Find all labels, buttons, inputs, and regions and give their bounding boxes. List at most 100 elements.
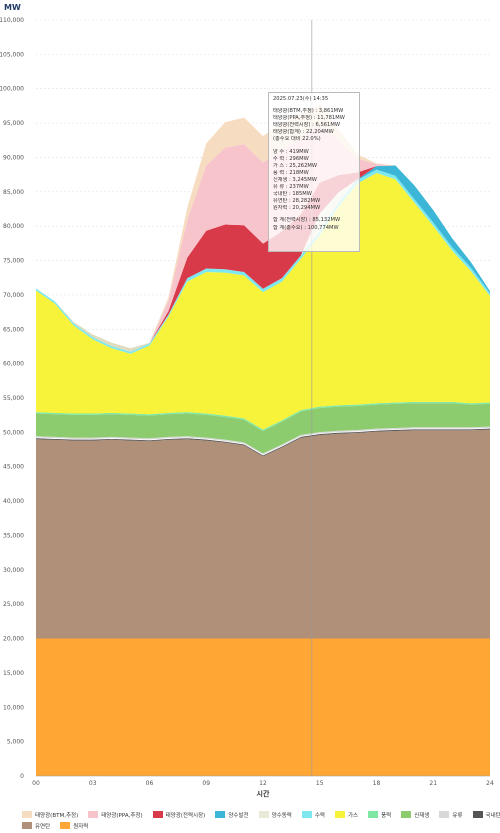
legend-swatch: [472, 811, 483, 818]
x-axis-title: 시간: [257, 789, 270, 798]
chart-canvas: MW 시간 0 5,000 10,000 15,000 20,000 25,000 30,0…: [0, 3, 494, 798]
y-tick-label: 60,000: [3, 361, 24, 368]
legend-row: 태양광(BTM,추정) 태양광(PPA,추정) 태양광(전력시장) 양수발전 양수동력 수…: [22, 809, 500, 820]
legend-swatch: [22, 811, 32, 818]
legend-row: 유연탄 원자력: [22, 820, 492, 831]
x-tick-label: 18: [373, 780, 381, 787]
legend-swatch: [152, 811, 163, 818]
y-tick-label: 105,000: [0, 51, 24, 58]
y-tick-label: 40,000: [3, 498, 24, 505]
legend-swatch: [439, 811, 450, 818]
legend-label: 원자력: [73, 823, 89, 830]
area-series: [35, 104, 491, 776]
x-tick-label: 09: [202, 780, 210, 787]
x-tick-label: 00: [32, 780, 40, 787]
area-series-태양광(BTM,추정): [36, 104, 490, 352]
tooltip-line: 태양광(합계) : 22,204MW: [273, 129, 334, 136]
area-series-유연탄: [36, 429, 490, 639]
tooltip-totals-group: 합 계(전력시장) : 85,132MW 합 계(총수요) : 100,774MW: [273, 217, 355, 231]
y-tick-label: 35,000: [3, 532, 24, 539]
y-tick-label: 25,000: [3, 601, 24, 608]
y-tick-label: 55,000: [3, 395, 24, 402]
x-tick-label: 15: [316, 780, 324, 787]
y-tick-label: 20,000: [3, 636, 24, 643]
legend-label: 풍력: [381, 812, 392, 819]
tooltip-line: 원자력 : 20,294MW: [273, 205, 321, 212]
chart-legend: 태양광(BTM,추정) 태양광(PPA,추정) 태양광(전력시장) 양수발전 양수동력 수…: [22, 809, 500, 831]
tooltip-line: 합 계(총수요) : 100,774MW: [273, 224, 339, 231]
y-tick-label: 30,000: [3, 567, 24, 574]
coal-top-line: [35, 427, 491, 456]
tooltip-line: 태양광(PPA,추정) : 11,781MW: [273, 115, 345, 122]
tooltip-solar-group: 태양광(BTM,추정) : 3,861MW 태양광(PPA,추정) : 11,78…: [273, 108, 355, 143]
legend-swatch: [88, 811, 99, 818]
legend-item[interactable]: 신재생: [401, 811, 429, 819]
legend-swatch: [368, 811, 379, 818]
legend-item[interactable]: 태양광(전력시장): [152, 811, 206, 819]
legend-label: 유류: [452, 812, 463, 819]
legend-swatch: [401, 811, 412, 818]
legend-item[interactable]: 가스: [334, 811, 358, 819]
area-series-태양광(전력시장): [36, 165, 490, 352]
y-tick-label: 90,000: [3, 154, 24, 161]
x-tick-label: 21: [429, 780, 437, 787]
legend-label: 국내탄: [485, 812, 500, 819]
legend-item[interactable]: 원자력: [60, 822, 88, 830]
tooltip-line: 가 스 : 25,262MW: [273, 162, 317, 169]
legend-label: 태양광(PPA,추정): [101, 812, 143, 819]
y-tick-label: 5,000: [7, 739, 24, 746]
y-tick-label: 10,000: [3, 704, 24, 711]
y-unit-label: MW: [4, 3, 21, 12]
y-tick-label: 50,000: [3, 429, 24, 436]
area-series-원자력: [36, 638, 490, 776]
tooltip-line: 양 수 : 419MW: [273, 148, 309, 155]
axes: MW 시간 0 5,000 10,000 15,000 20,000 25,000 30,0…: [0, 3, 494, 798]
y-tick-label: 75,000: [3, 258, 24, 265]
legend-item[interactable]: 양수동력: [258, 811, 292, 819]
legend-swatch: [60, 822, 71, 829]
y-tick-label: 0: [20, 773, 24, 780]
legend-swatch: [301, 811, 312, 818]
legend-item[interactable]: 태양광(PPA,추정): [88, 811, 143, 819]
area-series-가스: [36, 173, 490, 430]
area-series-신재생: [36, 403, 490, 454]
legend-label: 양수동력: [271, 812, 292, 819]
y-tick-label: 80,000: [3, 223, 24, 230]
tooltip-line: 신재생 : 3,245MW: [273, 176, 317, 183]
legend-item[interactable]: 유류: [439, 811, 463, 819]
legend-label: 유연탄: [35, 823, 51, 830]
legend-swatch: [215, 811, 226, 818]
legend-label: 신재생: [414, 812, 430, 819]
tooltip-line: 합 계(전력시장) : 85,132MW: [273, 217, 341, 224]
tooltip-sources-group: 양 수 : 419MW 수 력 : 296MW 가 스 : 25,262MW 풍 력 …: [273, 149, 355, 213]
tooltip-line: 태양광(전력시장) : 6,561MW: [273, 122, 340, 129]
legend-item[interactable]: 국내탄: [472, 811, 500, 819]
tooltip-line: 풍 력 : 218MW: [273, 169, 309, 176]
hover-tooltip: 2025.07.23(수) 14:35 태양광(BTM,추정) : 3,861M…: [268, 92, 360, 252]
y-tick-label: 70,000: [3, 292, 24, 299]
legend-label: 태양광(전력시장): [165, 812, 206, 819]
y-tick-label: 45,000: [3, 464, 24, 471]
legend-item[interactable]: 유연탄: [22, 822, 50, 830]
legend-swatch: [22, 822, 32, 829]
legend-item[interactable]: 수력: [301, 811, 325, 819]
tooltip-line: 수 력 : 296MW: [273, 155, 309, 162]
legend-swatch: [258, 811, 269, 818]
tooltip-datetime: 2025.07.23(수) 14:35: [273, 96, 329, 102]
tooltip-line: 국내탄 : 185MW: [273, 191, 312, 198]
legend-label: 양수발전: [228, 812, 249, 819]
tooltip-line: 태양광(BTM,추정) : 3,861MW: [273, 108, 344, 115]
legend-label: 수력: [314, 812, 325, 819]
legend-item[interactable]: 양수발전: [215, 811, 249, 819]
tooltip-line: (총수요 대비 22.0%): [273, 136, 321, 143]
y-tick-label: 95,000: [3, 120, 24, 127]
legend-item[interactable]: 태양광(BTM,추정): [22, 811, 78, 819]
y-tick-label: 110,000: [0, 17, 24, 24]
tooltip-line: 유연탄 : 28,282MW: [273, 198, 321, 205]
y-tick-label: 65,000: [3, 326, 24, 333]
x-tick-label: 24: [486, 780, 494, 787]
tooltip-line: 유 류 : 237MW: [273, 184, 309, 191]
x-tick-label: 12: [259, 780, 267, 787]
legend-swatch: [334, 811, 345, 818]
legend-item[interactable]: 풍력: [368, 811, 391, 819]
